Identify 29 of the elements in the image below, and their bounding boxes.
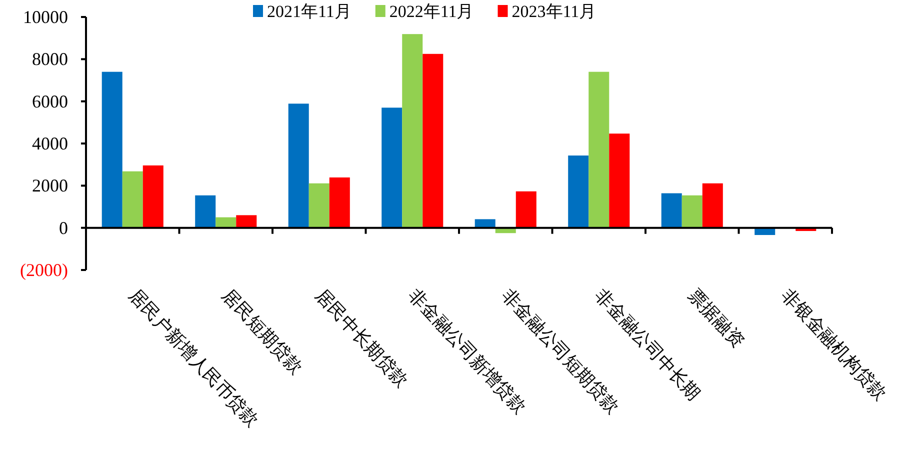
bar (588, 72, 610, 228)
bar (474, 219, 496, 228)
bar (516, 191, 536, 228)
bar (308, 183, 330, 228)
y-tick-label: 0 (59, 218, 68, 238)
bar (329, 177, 350, 228)
bar (102, 72, 122, 228)
y-tick-label: 10000 (23, 7, 68, 27)
y-tick-label: 2000 (32, 176, 68, 196)
bar (682, 195, 702, 228)
bar (382, 108, 402, 228)
y-tick-label: 4000 (32, 134, 68, 154)
bar (422, 54, 444, 228)
bar (122, 171, 143, 228)
x-tick-label: 非银金融机构贷款 (778, 285, 891, 404)
bar (288, 104, 309, 228)
y-tick-label: 8000 (32, 49, 68, 70)
y-tick-label: 6000 (32, 91, 68, 112)
y-tick-label: (2000) (20, 260, 68, 280)
bar (195, 195, 216, 228)
x-tick-label: 票据融资 (684, 285, 748, 352)
bar (402, 34, 423, 228)
bar (568, 156, 589, 228)
bar (609, 134, 630, 228)
bar (142, 165, 164, 228)
bar (702, 183, 723, 228)
bar (216, 217, 236, 228)
bar (236, 215, 257, 228)
bar (661, 193, 682, 228)
